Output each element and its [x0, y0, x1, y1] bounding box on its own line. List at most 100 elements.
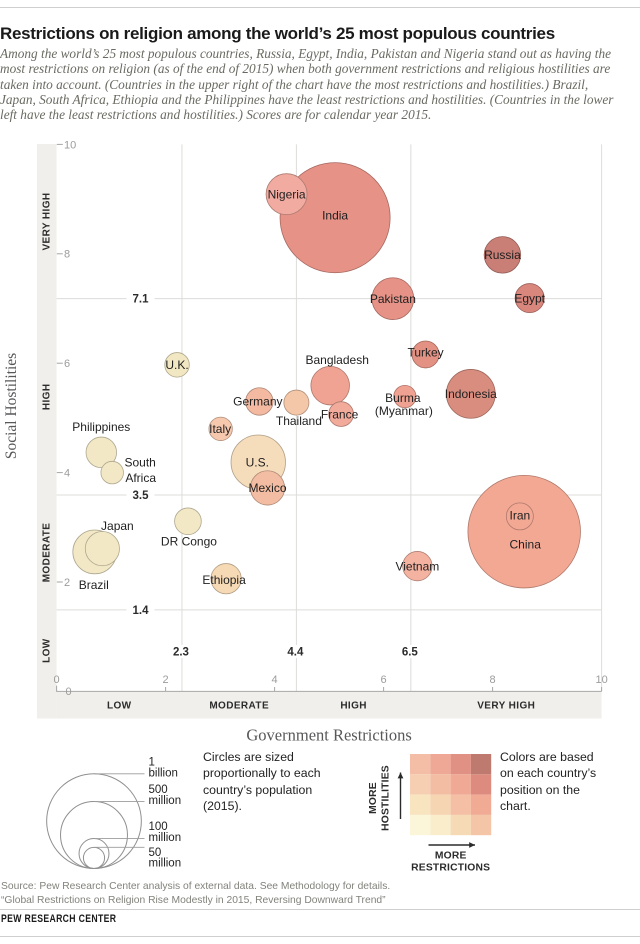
- bubble-label-india: India: [322, 208, 348, 222]
- size-legend-circle-100: [78, 838, 110, 870]
- bubble-label-italy: Italy: [209, 422, 231, 436]
- x-boundary-label: 2.3: [173, 647, 189, 659]
- bubble-label-burma-myanmar-: (Myanmar): [375, 404, 433, 418]
- x-boundary-label: 6.5: [402, 647, 419, 659]
- footer-rule-top: [0, 909, 640, 910]
- bubble-vietnam: [402, 551, 433, 582]
- restrictions-arrow-label: MORE: [435, 851, 467, 862]
- color-matrix-cell: [430, 774, 451, 795]
- color-matrix-cell: [410, 754, 431, 775]
- y-band-label: LOW: [41, 638, 52, 663]
- bubble-ethiopia: [210, 563, 242, 595]
- bubble-france: [328, 401, 354, 427]
- bubble-label-u-k-: U.K.: [165, 358, 188, 372]
- bubble-russia: [483, 236, 522, 274]
- size-legend-label: 50: [149, 847, 162, 859]
- bubble-iran: [505, 502, 534, 531]
- bubble-label-thailand: Thailand: [276, 414, 322, 428]
- label-backing: [126, 488, 155, 502]
- bubble-label-egypt: Egypt: [514, 291, 545, 305]
- label-backing: [281, 645, 309, 658]
- restrictions-arrow-label: RESTRICTIONS: [411, 863, 490, 874]
- color-matrix-cell: [410, 814, 431, 836]
- bubble-u-k-: [164, 352, 190, 378]
- bubble-nigeria: [265, 173, 308, 216]
- bubble-label-russia: Russia: [484, 248, 521, 262]
- x-tick-label: 6: [381, 674, 387, 686]
- y-tick-label: 2: [64, 577, 70, 589]
- x-tick-label: 0: [54, 674, 60, 686]
- color-matrix-cell: [430, 754, 451, 775]
- y-band-label: HIGH: [41, 384, 52, 411]
- size-legend-circle-50: [82, 846, 106, 870]
- bubble-japan: [84, 531, 120, 567]
- bubble-philippines: [85, 436, 117, 469]
- y-tick-label: 10: [64, 139, 76, 151]
- bubble-label-bangladesh: Bangladesh: [305, 353, 368, 367]
- bubble-label-nigeria: Nigeria: [268, 187, 306, 201]
- size-legend-label: 500: [149, 784, 168, 796]
- color-matrix-cell: [430, 794, 451, 815]
- brand-footer: PEW RESEARCH CENTER: [1, 913, 117, 925]
- bubble-label-south-africa: South: [125, 455, 156, 469]
- bubble-label-france: France: [321, 407, 359, 421]
- y-tick-label: 4: [64, 468, 70, 480]
- bubble-label-germany: Germany: [233, 395, 282, 409]
- color-matrix-cell: [470, 754, 492, 775]
- bubble-label-brazil: Brazil: [79, 578, 109, 592]
- bubble-label-mexico: Mexico: [249, 481, 287, 495]
- restrictions-arrow-head: [469, 842, 475, 848]
- x-tick-label: 10: [595, 674, 607, 686]
- color-matrix-cell: [430, 814, 451, 836]
- y-tick-label: 0: [66, 686, 72, 698]
- size-legend-note: Circles are sized proportionally to each…: [203, 750, 321, 813]
- bubble-label-philippines: Philippines: [72, 420, 130, 434]
- bubble-china: [467, 474, 581, 589]
- bubble-label-china: China: [510, 537, 542, 551]
- chart-title: Restrictions on religion among the world…: [0, 24, 555, 43]
- label-backing: [126, 603, 155, 617]
- top-rule: [0, 7, 640, 8]
- hostilities-arrow-label: MORE: [368, 782, 379, 814]
- x-axis-line: [56, 685, 602, 692]
- x-band-label: LOW: [107, 701, 132, 712]
- color-matrix-cell: [450, 794, 471, 815]
- x-band-label: HIGH: [340, 701, 367, 712]
- color-matrix-cell: [410, 774, 431, 795]
- y-band-strip: [37, 144, 57, 719]
- color-matrix-cell: [470, 774, 492, 795]
- x-tick-label: 4: [272, 674, 278, 686]
- y-boundary-label: 7.1: [133, 294, 150, 306]
- bubble-label-burma-myanmar-: Burma: [385, 391, 421, 405]
- footer-rule-bottom: [0, 936, 640, 937]
- bubble-germany: [245, 387, 274, 416]
- color-matrix-cell: [470, 794, 492, 815]
- y-tick-label: 8: [64, 249, 70, 261]
- bubble-burma-myanmar-: [393, 385, 417, 409]
- hostilities-arrow-label: HOSTILITIES: [381, 765, 392, 831]
- x-band-label: VERY HIGH: [477, 701, 535, 712]
- bubble-label-ethiopia: Ethiopia: [202, 573, 246, 587]
- size-legend-label: million: [149, 832, 182, 844]
- size-legend-label: billion: [149, 767, 178, 779]
- bubble-label-indonesia: Indonesia: [445, 387, 497, 401]
- label-backing: [126, 292, 155, 306]
- bubble-italy: [208, 416, 233, 441]
- bubble-south-africa: [100, 460, 124, 485]
- size-legend-label: million: [149, 795, 182, 807]
- y-tick-label: 6: [64, 358, 70, 370]
- x-band-label: MODERATE: [209, 701, 269, 712]
- bubble-label-u-s-: U.S.: [246, 455, 269, 469]
- label-backing: [167, 645, 195, 658]
- bubble-thailand: [283, 389, 310, 416]
- y-band-label: VERY HIGH: [41, 192, 52, 250]
- color-legend-note: Colors are based on each country’s posit…: [500, 750, 597, 813]
- size-legend-circle-1000: [46, 773, 142, 869]
- color-matrix-cell: [450, 814, 471, 836]
- size-legend-label: 100: [149, 821, 168, 833]
- source-note: Source: Pew Research Center analysis of …: [1, 881, 391, 906]
- size-legend-circle-500: [60, 801, 128, 870]
- color-matrix-cell: [450, 774, 471, 795]
